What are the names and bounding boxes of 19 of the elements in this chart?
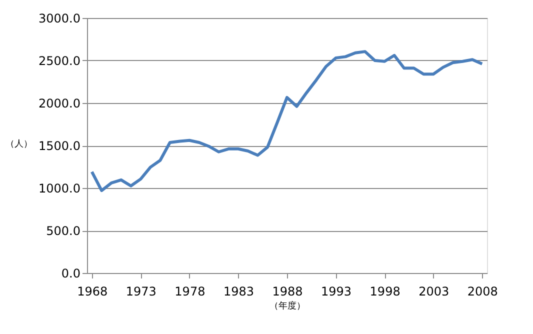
x-tick-label: 1993 <box>321 284 352 298</box>
y-tick-label: 2500.0 <box>38 54 80 68</box>
x-tick-label: 1968 <box>77 284 108 298</box>
x-tick-label: 1983 <box>223 284 254 298</box>
x-tick-label: 1978 <box>174 284 206 298</box>
y-axis-title: （人） <box>6 138 32 150</box>
y-tick-label: 2000.0 <box>38 96 80 110</box>
x-tick-label: 1988 <box>272 284 303 298</box>
x-tick-label: 1998 <box>370 284 400 298</box>
y-tick-label: 500.0 <box>46 224 80 238</box>
y-tick-label: 0.0 <box>61 266 80 280</box>
y-tick-label: 3000.0 <box>38 12 80 26</box>
x-tick-label: 2008 <box>467 284 498 298</box>
y-tick-label: 1500.0 <box>38 139 80 153</box>
y-tick-label: 1000.0 <box>38 182 80 196</box>
x-axis-title: （年度） <box>270 300 306 312</box>
x-tick-label: 1973 <box>126 284 156 298</box>
line-series <box>90 50 484 192</box>
x-tick-label: 2003 <box>418 284 450 298</box>
